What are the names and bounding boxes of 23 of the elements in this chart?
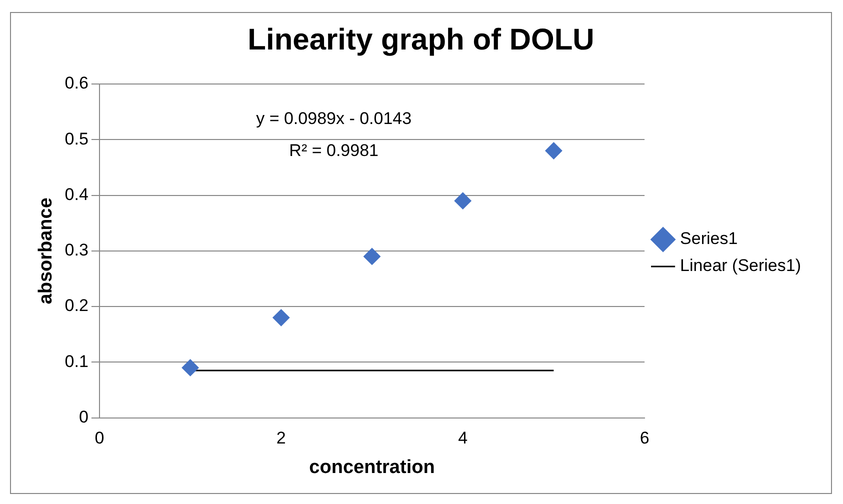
- point: [363, 248, 380, 265]
- y-tick-label: 0.5: [64, 129, 88, 148]
- point: [182, 359, 199, 376]
- legend-label: Linear (Series1): [680, 256, 802, 276]
- point: [272, 309, 290, 326]
- chart-title: Linearity graph of DOLU: [248, 23, 594, 56]
- legend-label: Series1: [680, 229, 738, 248]
- x-tick-label: 0: [94, 428, 104, 448]
- annotation: y = 0.0989x - 0.0143: [256, 109, 412, 128]
- point: [454, 192, 472, 210]
- point: [545, 142, 562, 160]
- x-axis-title: concentration: [309, 456, 435, 478]
- x-tick-label: 4: [458, 428, 468, 448]
- x-tick-label: 6: [640, 428, 650, 448]
- y-tick-label: 0.2: [64, 296, 88, 316]
- y-tick-label: 0.4: [64, 184, 88, 204]
- annotation: R² = 0.9981: [289, 141, 378, 160]
- y-tick-label: 0: [78, 407, 88, 426]
- y-tick-label: 0.1: [64, 352, 88, 371]
- y-axis-title: absorbance: [36, 198, 57, 304]
- y-tick-label: 0.6: [64, 74, 88, 93]
- x-tick-label: 2: [276, 428, 286, 448]
- y-tick-label: 0.3: [64, 240, 88, 260]
